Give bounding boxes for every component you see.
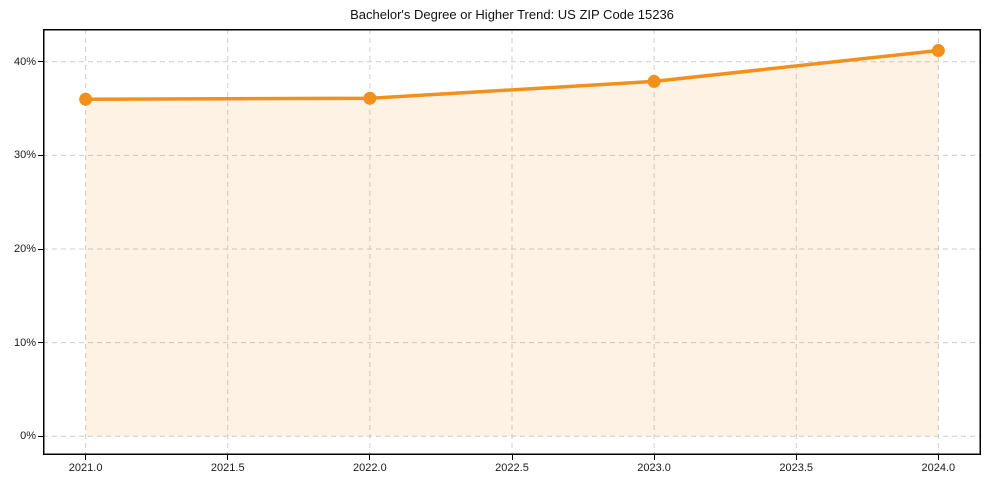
x-tick-label: 2022.0 <box>353 462 387 474</box>
y-tick-label: 10% <box>13 336 36 349</box>
y-tick-label: 20% <box>13 243 36 256</box>
x-tick-mark <box>511 455 513 460</box>
y-tick-label: 40% <box>13 55 36 68</box>
x-tick-label: 2023.0 <box>637 462 671 474</box>
x-tick-mark <box>795 455 797 460</box>
x-tick-mark <box>227 455 229 460</box>
data-point-marker <box>931 44 945 58</box>
x-tick-mark <box>369 455 371 460</box>
x-tick-label: 2023.5 <box>779 462 814 474</box>
x-tick-label: 2021.5 <box>210 462 245 474</box>
x-tick-label: 2022.5 <box>495 462 529 474</box>
chart-title: Bachelor's Degree or Higher Trend: US ZI… <box>350 7 674 22</box>
data-point-marker <box>363 91 377 105</box>
x-tick-label: 2024.0 <box>921 462 956 474</box>
y-tick-mark <box>38 435 43 437</box>
data-point-marker <box>79 92 93 106</box>
x-tick-mark <box>653 455 655 460</box>
plot-border <box>43 29 981 455</box>
data-point-marker <box>647 74 661 88</box>
area-fill <box>85 50 939 437</box>
y-tick-mark <box>38 248 43 250</box>
trend-line-chart <box>43 29 981 455</box>
x-tick-label: 2021.0 <box>68 462 103 474</box>
x-tick-mark <box>85 455 87 460</box>
y-tick-mark <box>38 342 43 344</box>
plot-area <box>43 29 981 455</box>
trend-line <box>83 48 941 101</box>
x-tick-mark <box>937 455 939 460</box>
y-tick-label: 0% <box>20 430 36 443</box>
y-tick-label: 30% <box>13 149 36 162</box>
y-tick-mark <box>38 154 43 156</box>
y-tick-mark <box>38 61 43 63</box>
